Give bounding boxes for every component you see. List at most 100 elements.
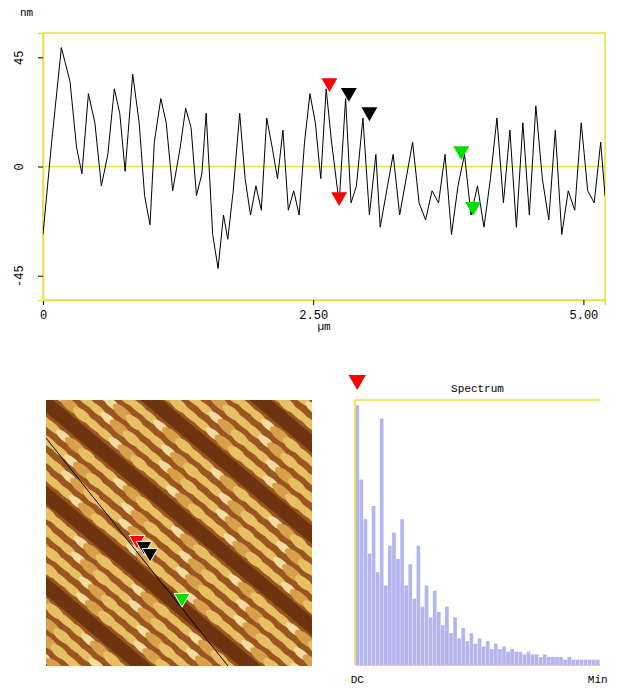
spectrum-bar (539, 657, 543, 665)
spectrum-bar (400, 519, 404, 665)
marks (355, 405, 599, 665)
x-tick: 0 (40, 300, 47, 323)
spectrum-bar (486, 641, 490, 665)
grain (300, 652, 312, 666)
spectrum-bar (563, 660, 567, 665)
spectrum-bar (441, 625, 445, 665)
spectrum-bar (380, 419, 384, 665)
spectrum-bar (392, 533, 396, 666)
y-axis-line (38, 34, 44, 301)
spectrum-bar (376, 572, 380, 665)
spectrum-bar (437, 612, 441, 665)
y-tick-label: 45 (13, 51, 27, 65)
spectrum-bar (576, 660, 580, 665)
spectrum-bar (514, 652, 518, 665)
spectrum-bar (559, 657, 563, 665)
spectrum-bar (543, 654, 547, 665)
spectrum-bar (445, 607, 449, 665)
spectrum-bar (482, 646, 486, 665)
spectrum-bar (547, 657, 551, 665)
grain (192, 653, 218, 666)
grain (95, 663, 121, 666)
grain (46, 655, 69, 666)
afm-image (0, 231, 485, 691)
spectrum-bar (457, 639, 461, 666)
dark-band (46, 429, 312, 666)
spectrum-bar (433, 591, 437, 665)
image-cursor (142, 548, 158, 562)
x-axis-line (44, 301, 606, 306)
spectrum-bar (388, 546, 392, 665)
spectrum-bar (412, 599, 416, 665)
spectrum-bar (551, 657, 555, 665)
spectrum-bar (555, 657, 559, 665)
spectrum-bar (535, 654, 539, 665)
spectrum-bar (494, 644, 498, 665)
cursor (321, 78, 337, 92)
y-tick: -45 (13, 265, 43, 287)
spectrum-bar (364, 519, 368, 665)
y-axis-title: nm (20, 7, 34, 19)
dark-band (60, 400, 312, 615)
spectrum-bar (417, 546, 421, 665)
spectrum-bar (531, 654, 535, 665)
x-tick: 2.50 (299, 300, 328, 323)
spectrum-bar (449, 633, 453, 665)
y-tick-mark (38, 167, 43, 168)
spectrum-bar (502, 646, 506, 665)
spectrum-bar (571, 660, 575, 665)
spectrum-bar (580, 660, 584, 665)
grain (110, 657, 137, 666)
image-texture (46, 400, 312, 666)
spectrum-bar (425, 586, 429, 666)
x-tick-label: DC (351, 674, 365, 686)
y-tick: 45 (13, 51, 43, 65)
grain (71, 661, 95, 666)
x-tick-label: 0 (40, 309, 47, 323)
grain (58, 650, 85, 666)
section-line (46, 438, 228, 666)
spectrum-bar (478, 639, 482, 666)
spectrum-bar (518, 652, 522, 665)
chart-title: Spectrum (451, 383, 504, 395)
spectrum-bar (359, 480, 363, 666)
spectrum-bar (498, 649, 502, 665)
grain (179, 660, 203, 666)
spectrum-bar (523, 654, 527, 665)
spectrum-bar (372, 506, 376, 665)
grain (163, 665, 190, 666)
spectrum-bar (465, 641, 469, 665)
cursor (361, 107, 377, 121)
spectrum-cursor (349, 375, 366, 390)
spectrum-bar (474, 644, 478, 665)
spectrum-bar (506, 652, 510, 665)
x-axis-line (356, 665, 601, 666)
grain (166, 649, 193, 666)
image-cursor (174, 593, 190, 607)
zero-line (43, 166, 605, 168)
spectrum-bar (592, 660, 596, 665)
spectrum-bar (490, 649, 494, 665)
x-tick-mark (313, 300, 314, 305)
x-tick: 5.00 (569, 300, 598, 323)
spectrum-bar (408, 564, 412, 665)
grain (270, 664, 297, 666)
spectrum-bar (584, 660, 588, 665)
spectrum-bar (396, 559, 400, 665)
spectrum-bar (429, 617, 433, 665)
spectrum-bar (470, 633, 474, 665)
x-tick-label: Min (588, 674, 608, 686)
spectrum-bar (421, 607, 425, 665)
top-frame (355, 399, 600, 401)
grain (289, 661, 309, 666)
spectrum-bar (567, 657, 571, 665)
x-tick-label: 5.00 (569, 309, 598, 323)
y-axis-line (354, 400, 356, 665)
x-tick: DC (351, 665, 365, 686)
x-axis-title: µm (317, 321, 331, 333)
grain (153, 656, 176, 666)
y-axis: -45045 (13, 34, 43, 301)
y-tick-mark (38, 276, 43, 277)
spectrum-bar (368, 554, 372, 665)
plot-frame (43, 33, 605, 300)
